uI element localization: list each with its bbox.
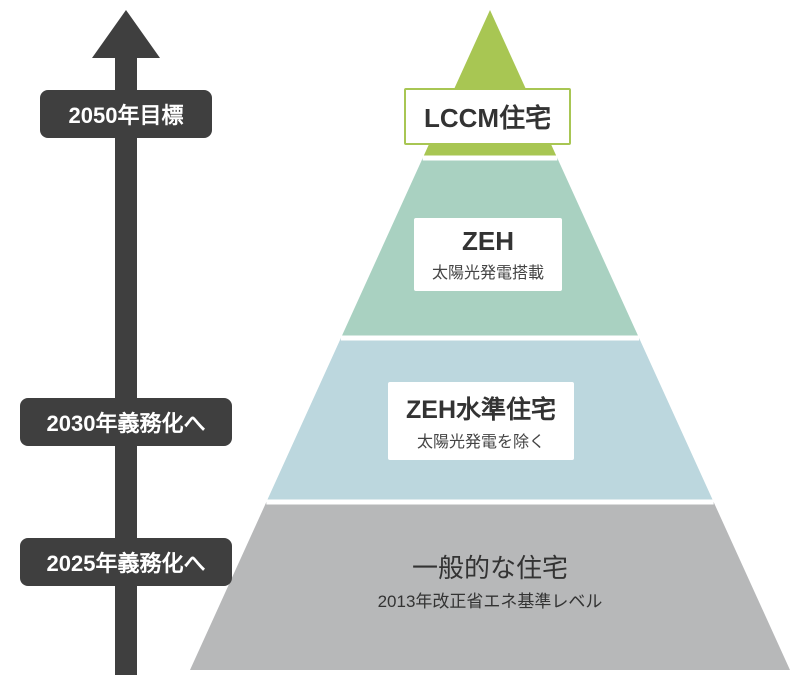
tier-sub-zehstd: 太陽光発電を除く [406, 428, 556, 452]
year-label-2025: 2025年義務化へ [20, 538, 232, 586]
tier-title-zehstd: ZEH水準住宅 [406, 390, 556, 426]
tier-sub-general: 2013年改正省エネ基準レベル [310, 587, 670, 612]
diagram-root: 2050年目標 2030年義務化へ 2025年義務化へ LCCM住宅 ZEH 太… [0, 0, 800, 690]
tier-box-zehstd: ZEH水準住宅 太陽光発電を除く [388, 382, 574, 460]
tier-title-lccm: LCCM住宅 [424, 98, 551, 135]
tier-box-general: 一般的な住宅 2013年改正省エネ基準レベル [310, 548, 670, 612]
tier-title-zeh: ZEH [432, 226, 544, 257]
tier-box-zeh: ZEH 太陽光発電搭載 [414, 218, 562, 291]
tier-title-general: 一般的な住宅 [310, 548, 670, 585]
tier-box-lccm: LCCM住宅 [404, 88, 571, 145]
timeline-arrow-head [92, 10, 160, 58]
tier-sub-zeh: 太陽光発電搭載 [432, 259, 544, 283]
year-label-2050: 2050年目標 [40, 90, 212, 138]
year-label-2030: 2030年義務化へ [20, 398, 232, 446]
